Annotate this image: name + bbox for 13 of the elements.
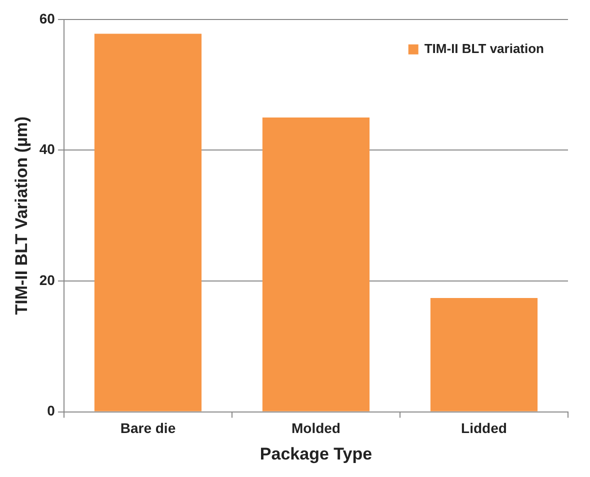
legend-label: TIM-II BLT variation — [424, 40, 544, 56]
x-tick-label: Lidded — [461, 420, 507, 436]
y-tick-label: 0 — [47, 402, 56, 419]
bar — [94, 34, 202, 412]
bar — [262, 118, 370, 412]
y-axis-title: TIM-II BLT Variation (µm) — [12, 116, 31, 315]
x-tick-label: Molded — [291, 420, 340, 436]
y-tick-label: 20 — [39, 272, 56, 288]
bar — [430, 298, 538, 412]
x-tick-label: Bare die — [120, 420, 176, 436]
y-tick-label: 40 — [39, 141, 56, 158]
x-axis-title: Package Type — [260, 444, 372, 464]
y-tick-label: 60 — [39, 10, 56, 26]
